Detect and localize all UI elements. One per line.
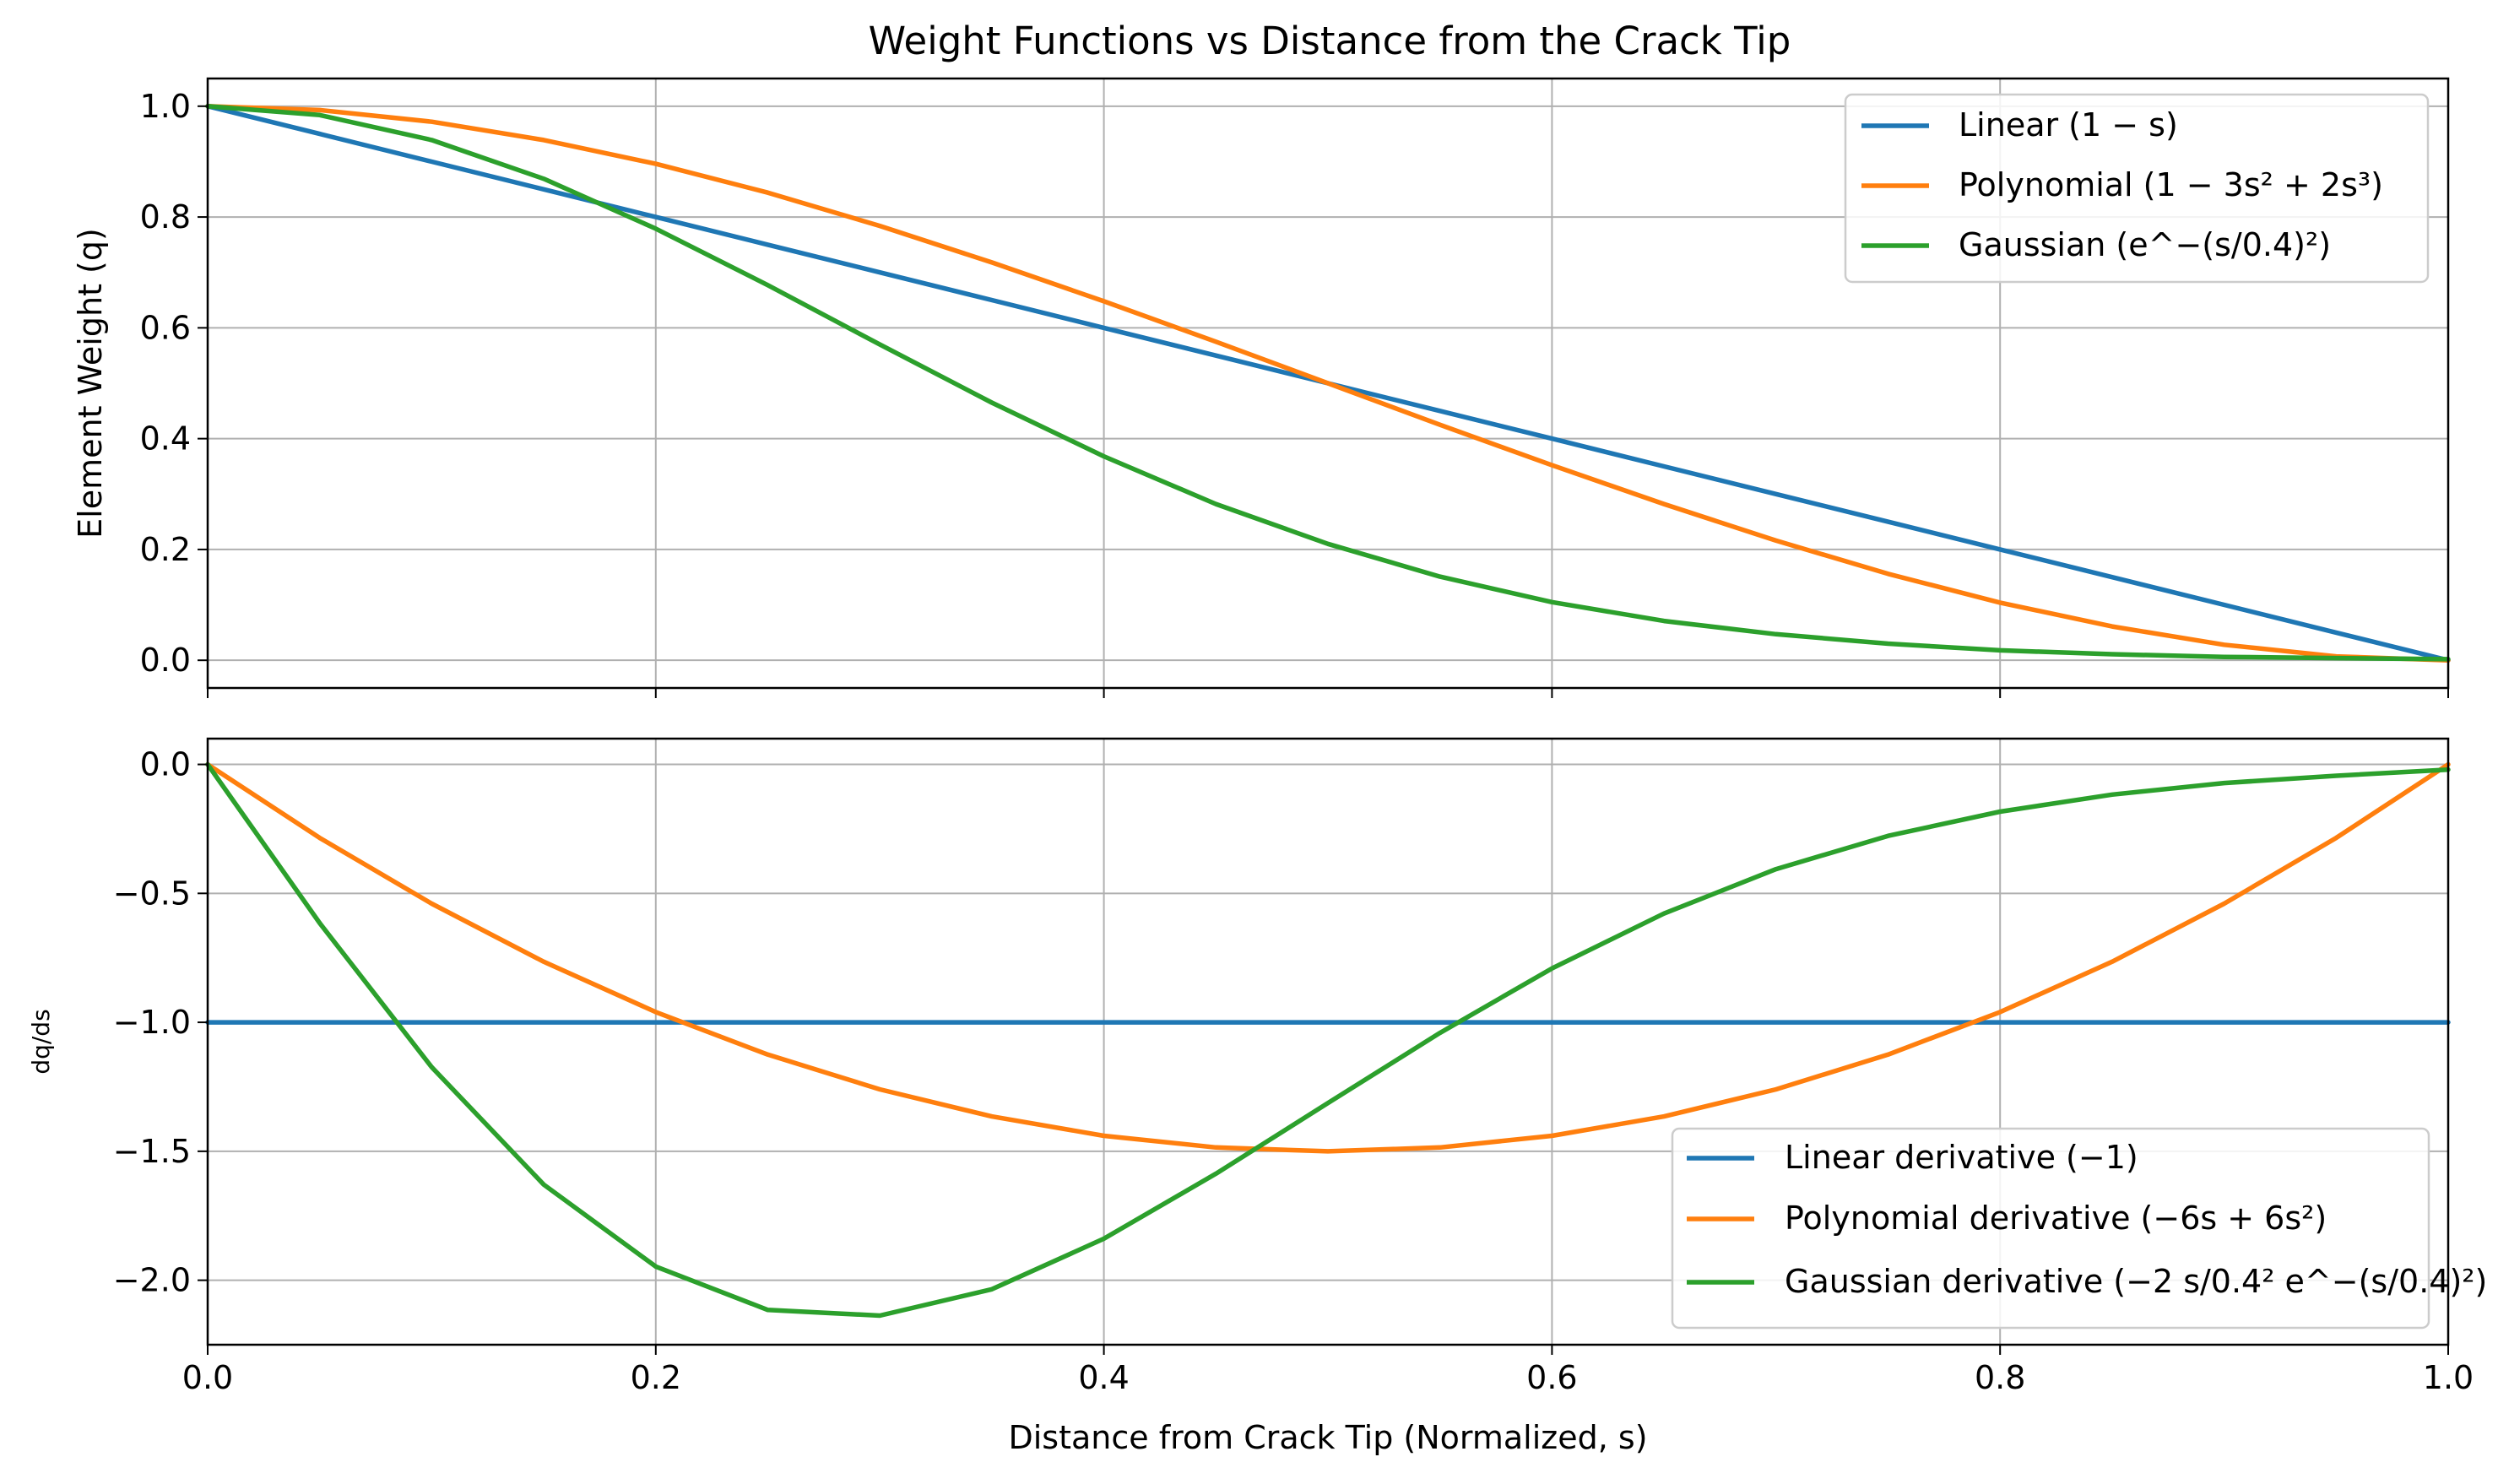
x-tick-label: 0.4 — [1078, 1359, 1129, 1396]
legend-label-polynomial: Polynomial (1 − 3s² + 2s³) — [1959, 166, 2383, 203]
x-axis-label: Distance from Crack Tip (Normalized, s) — [1008, 1419, 1647, 1456]
y-tick-label: −1.5 — [113, 1133, 191, 1170]
derivative-legend-box — [1671, 1127, 2430, 1330]
y-tick-label: −2.0 — [113, 1262, 191, 1299]
y-tick-label: 1.0 — [140, 88, 191, 125]
legend-label-polynomial-derivative: Polynomial derivative (−6s + 6s²) — [1785, 1200, 2327, 1237]
y-tick-label: 0.4 — [140, 420, 191, 458]
y-tick-label: 0.0 — [140, 642, 191, 679]
x-tick-label: 0.0 — [182, 1359, 233, 1396]
derivative-panel-ylabel: dq/ds — [27, 1009, 55, 1074]
derivative-panel: 0.0 0.2 0.4 0.6 0.8 1.0 0.0 −0.5 −1.0 −1.5 −2.0 dq… — [27, 737, 2487, 1456]
legend-label-gaussian: Gaussian (e^−(s/0.4)²) — [1959, 226, 2331, 263]
weight-panel: 0.0 0.2 0.4 0.6 0.8 1.0 Element Weight (q) Li… — [72, 77, 2451, 698]
derivative-panel-frame — [206, 737, 2450, 1346]
y-tick-label: −0.5 — [113, 875, 191, 912]
y-tick-label: 0.8 — [140, 198, 191, 236]
derivative-panel-lines — [205, 761, 2451, 1319]
weight-series-line-2 — [205, 104, 2451, 662]
weight-series-line-1 — [205, 104, 2451, 663]
x-tick-label: 1.0 — [2423, 1359, 2474, 1396]
legend-label-linear: Linear (1 − s) — [1959, 106, 2178, 144]
weight-panel-ylabel: Element Weight (q) — [72, 228, 109, 539]
derivative-series-line-1 — [205, 761, 2451, 1154]
y-tick-label: 0.6 — [140, 309, 191, 346]
weight-panel-lines — [205, 104, 2451, 663]
chart-title: Weight Functions vs Distance from the Cr… — [869, 19, 1791, 63]
y-tick-label: 0.0 — [140, 746, 191, 783]
weight-legend-box — [1844, 93, 2430, 284]
weight-legend: Linear (1 − s) Polynomial (1 − 3s² + 2s³… — [1844, 93, 2430, 284]
derivative-series-line-2 — [205, 761, 2451, 1319]
legend-label-gaussian-derivative: Gaussian derivative (−2 s/0.4² e^−(s/0.4… — [1785, 1263, 2487, 1300]
y-tick-label: 0.2 — [140, 531, 191, 568]
y-tick-label: −1.0 — [113, 1004, 191, 1041]
derivative-legend: Linear derivative (−1) Polynomial deriva… — [1671, 1127, 2487, 1330]
legend-label-linear-derivative: Linear derivative (−1) — [1785, 1139, 2138, 1176]
weight-panel-frame — [206, 77, 2450, 690]
x-tick-label: 0.6 — [1526, 1359, 1577, 1396]
x-tick-label: 0.8 — [1975, 1359, 2025, 1396]
derivative-panel-ticks: 0.0 0.2 0.4 0.6 0.8 1.0 0.0 −0.5 −1.0 −1.5 −2.0 — [113, 746, 2474, 1396]
weight-panel-ticks: 0.0 0.2 0.4 0.6 0.8 1.0 — [140, 88, 2449, 698]
x-tick-label: 0.2 — [631, 1359, 681, 1396]
